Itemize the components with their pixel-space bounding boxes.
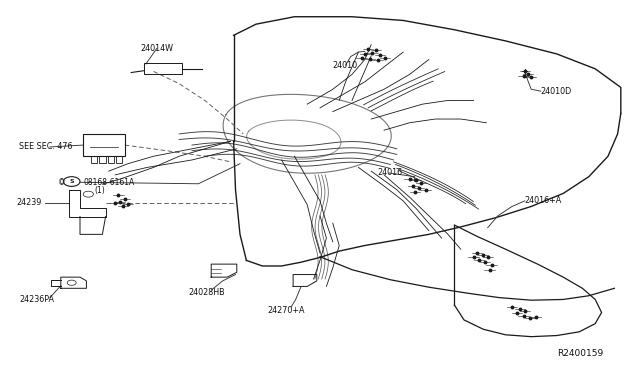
Bar <box>83 134 125 156</box>
Text: ©: © <box>58 178 66 187</box>
Bar <box>99 156 106 163</box>
Text: S: S <box>69 179 74 184</box>
Bar <box>144 63 182 74</box>
Text: SEE SEC. 476: SEE SEC. 476 <box>19 142 73 151</box>
Text: 24014W: 24014W <box>141 44 174 53</box>
Text: 24236PA: 24236PA <box>19 295 54 304</box>
Text: 24239: 24239 <box>16 198 42 207</box>
Text: 24010: 24010 <box>333 61 358 70</box>
Bar <box>116 156 122 163</box>
Bar <box>91 156 97 163</box>
Text: 24016+A: 24016+A <box>525 196 562 205</box>
Text: 08168-6161A: 08168-6161A <box>83 178 134 187</box>
Text: R2400159: R2400159 <box>557 349 603 358</box>
Text: 24270+A: 24270+A <box>268 306 305 315</box>
Text: 24016: 24016 <box>378 169 403 177</box>
Bar <box>108 156 114 163</box>
Text: (1): (1) <box>94 186 105 195</box>
Text: 24010D: 24010D <box>541 87 572 96</box>
Text: 24028HB: 24028HB <box>189 288 225 296</box>
